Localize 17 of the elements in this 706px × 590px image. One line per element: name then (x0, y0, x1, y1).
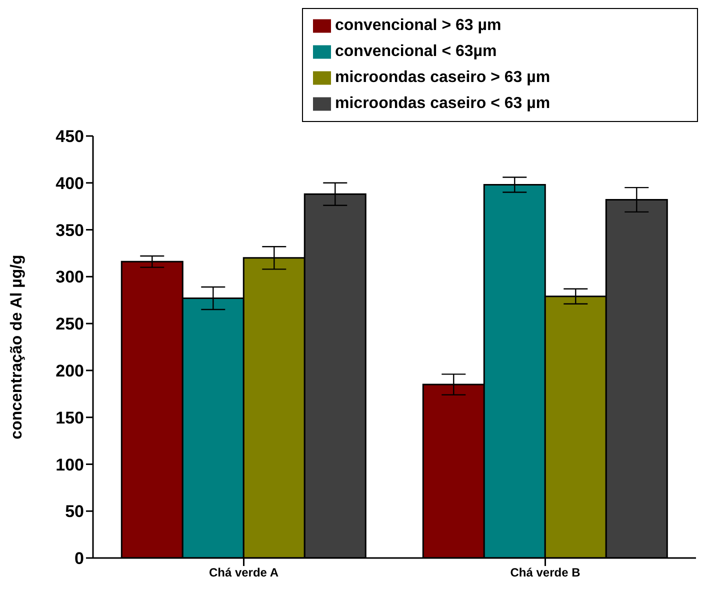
x-tick-label: Chá verde B (510, 566, 581, 580)
y-tick-label: 0 (74, 549, 84, 568)
y-tick-label: 150 (56, 408, 84, 428)
y-tick-label: 350 (56, 220, 84, 240)
y-tick-label: 50 (65, 502, 84, 522)
legend-label: microondas caseiro > 63 µm (335, 69, 550, 86)
y-tick-label: 200 (56, 361, 84, 380)
y-tick-label: 300 (56, 268, 84, 287)
legend-label: convencional < 63µm (335, 43, 497, 60)
y-tick-label: 250 (56, 314, 84, 334)
y-axis-title: concentração de Al µg/g (8, 254, 26, 440)
y-tick-label: 450 (56, 127, 84, 146)
y-tick-label: 400 (56, 174, 84, 193)
y-tick-label: 100 (56, 455, 84, 474)
legend-label: microondas caseiro < 63 µm (335, 95, 550, 112)
legend-label: convencional > 63 µm (335, 17, 502, 34)
x-tick-label: Chá verde A (208, 566, 279, 580)
